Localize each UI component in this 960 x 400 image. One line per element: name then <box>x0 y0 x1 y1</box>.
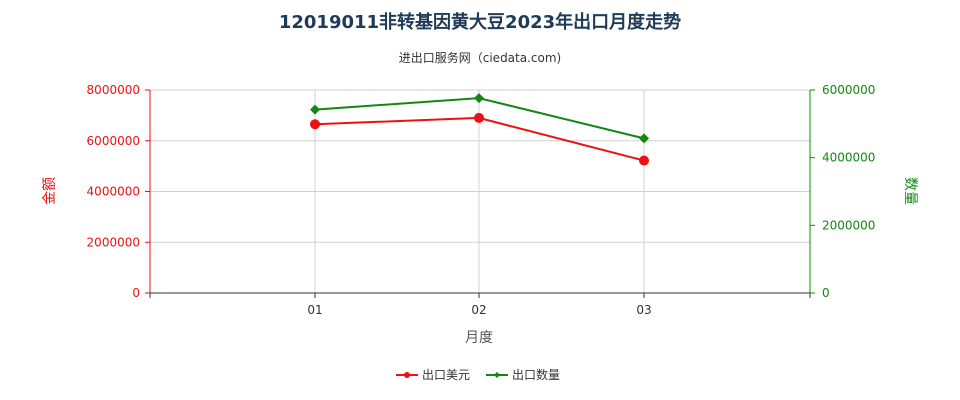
data-point <box>310 119 320 130</box>
right-axis-title: 数量 <box>902 177 918 205</box>
legend-label: 出口数量 <box>512 367 560 382</box>
left-tick-label: 4000000 <box>87 185 140 199</box>
legend-marker <box>494 372 500 378</box>
left-tick-label: 6000000 <box>87 134 140 148</box>
series-layer <box>310 93 649 166</box>
axes <box>145 89 815 298</box>
right-tick-label: 2000000 <box>822 218 875 232</box>
data-point <box>639 155 649 166</box>
left-axis-title: 金额 <box>42 177 58 205</box>
x-tick-label: 02 <box>471 303 486 317</box>
x-axis-title: 月度 <box>465 330 493 346</box>
tick-labels: 0 2000000 4000000 6000000 8000000 0 2000000 400… <box>87 83 876 317</box>
grid-lines <box>150 89 810 293</box>
legend: 出口美元 出口数量 <box>396 367 560 382</box>
x-tick-label: 01 <box>307 303 322 317</box>
data-point <box>474 93 484 104</box>
legend-label: 出口美元 <box>422 368 470 382</box>
data-point <box>639 133 649 144</box>
left-tick-label: 2000000 <box>87 235 140 249</box>
chart-title: 12019011非转基因黄大豆2023年出口月度走势 <box>279 11 681 33</box>
right-tick-label: 0 <box>822 286 830 300</box>
legend-marker <box>404 372 410 378</box>
left-tick-label: 0 <box>132 286 140 300</box>
x-tick-label: 03 <box>636 303 651 317</box>
data-point <box>474 112 484 123</box>
left-tick-label: 8000000 <box>87 83 140 97</box>
data-point <box>310 104 320 115</box>
right-tick-label: 6000000 <box>822 83 875 97</box>
right-tick-label: 4000000 <box>822 151 875 165</box>
chart-subtitle: 进出口服务网（ciedata.com) <box>399 50 561 65</box>
